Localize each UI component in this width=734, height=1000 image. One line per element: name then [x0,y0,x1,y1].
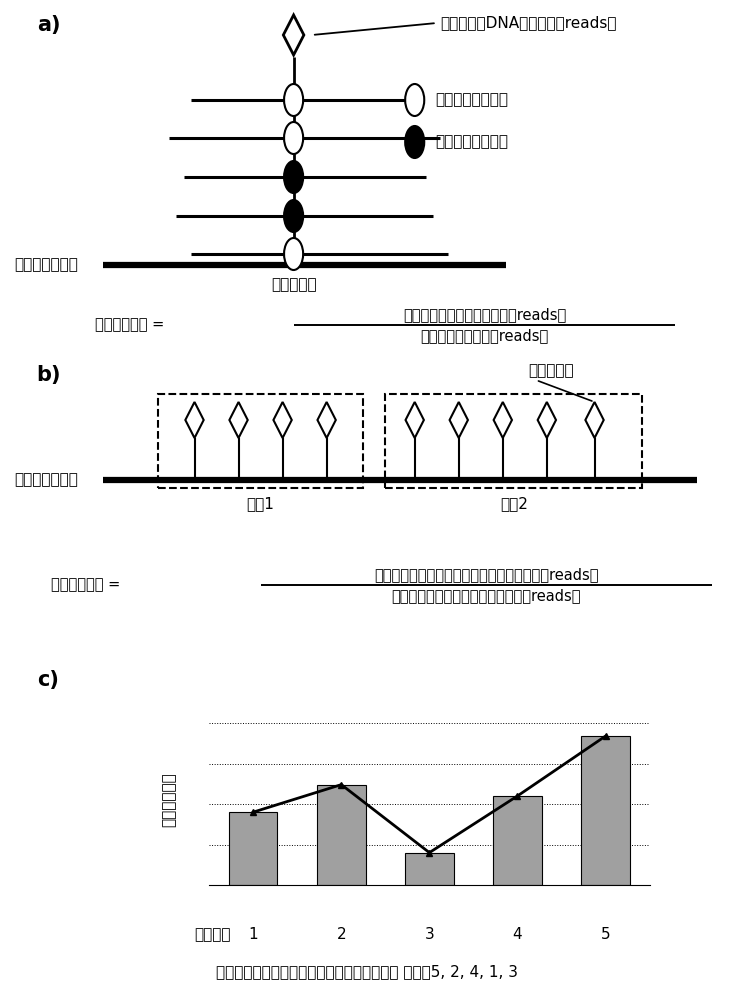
Text: 窗口编号: 窗口编号 [195,927,231,942]
Text: 未被甲基化的碱基: 未被甲基化的碱基 [435,93,508,107]
Polygon shape [586,402,603,438]
Ellipse shape [284,200,303,232]
Polygon shape [229,402,248,438]
Text: 位点甲基化率 =: 位点甲基化率 = [95,318,170,332]
Text: 窗口2: 窗口2 [500,496,528,511]
Text: 5: 5 [600,927,611,942]
Ellipse shape [284,161,303,193]
Polygon shape [537,402,556,438]
Polygon shape [449,402,468,438]
Polygon shape [185,402,204,438]
Text: c): c) [37,670,59,690]
Polygon shape [273,402,291,438]
Polygon shape [494,402,512,438]
Bar [317,785,366,885]
Bar [493,796,542,885]
Bar [581,736,630,885]
Text: 测序产生的DNA片段序列（reads）: 测序产生的DNA片段序列（reads） [440,15,617,30]
Ellipse shape [405,84,424,116]
Text: 窗口1: 窗口1 [247,496,275,511]
Ellipse shape [284,84,303,116]
Text: 2: 2 [336,927,346,942]
Polygon shape [317,402,336,438]
Text: 1: 1 [248,927,258,942]
Bar [158,394,363,488]
Bar [405,853,454,885]
Text: 3: 3 [424,927,435,942]
Text: 窗口甲基化率 =: 窗口甲基化率 = [51,578,126,592]
Text: 甲基化位点: 甲基化位点 [528,363,574,378]
Text: a): a) [37,15,60,35]
Text: 比对到窗口内任一甲基化位点的全部reads数: 比对到窗口内任一甲基化位点的全部reads数 [391,588,581,603]
Text: 参考基因组序列: 参考基因组序列 [15,257,79,272]
Ellipse shape [284,122,303,154]
Text: 4: 4 [512,927,523,942]
Text: 比对到该位点的全部reads数: 比对到该位点的全部reads数 [421,328,548,343]
Text: 在窗口内任一甲基化位点存在碱基被甲基化的reads数: 在窗口内任一甲基化位点存在碱基被甲基化的reads数 [374,567,598,582]
Ellipse shape [284,238,303,270]
Polygon shape [283,15,304,55]
Text: 甲基化位点: 甲基化位点 [271,277,316,292]
Text: 根据窗口甲基化率由高到低排序后的窗口编号 顺序：5, 2, 4, 1, 3: 根据窗口甲基化率由高到低排序后的窗口编号 顺序：5, 2, 4, 1, 3 [216,964,518,980]
Bar [229,812,277,885]
Ellipse shape [405,126,424,158]
Text: 参考基因组序列: 参考基因组序列 [15,473,79,488]
Text: 已被甲基化的碱基: 已被甲基化的碱基 [435,134,508,149]
Polygon shape [405,402,424,438]
Text: 位点相应位置碱基被甲基化的reads数: 位点相应位置碱基被甲基化的reads数 [403,307,566,322]
Bar [385,394,642,488]
Text: 窗口甲基化率: 窗口甲基化率 [161,773,176,827]
Text: b): b) [37,365,61,385]
